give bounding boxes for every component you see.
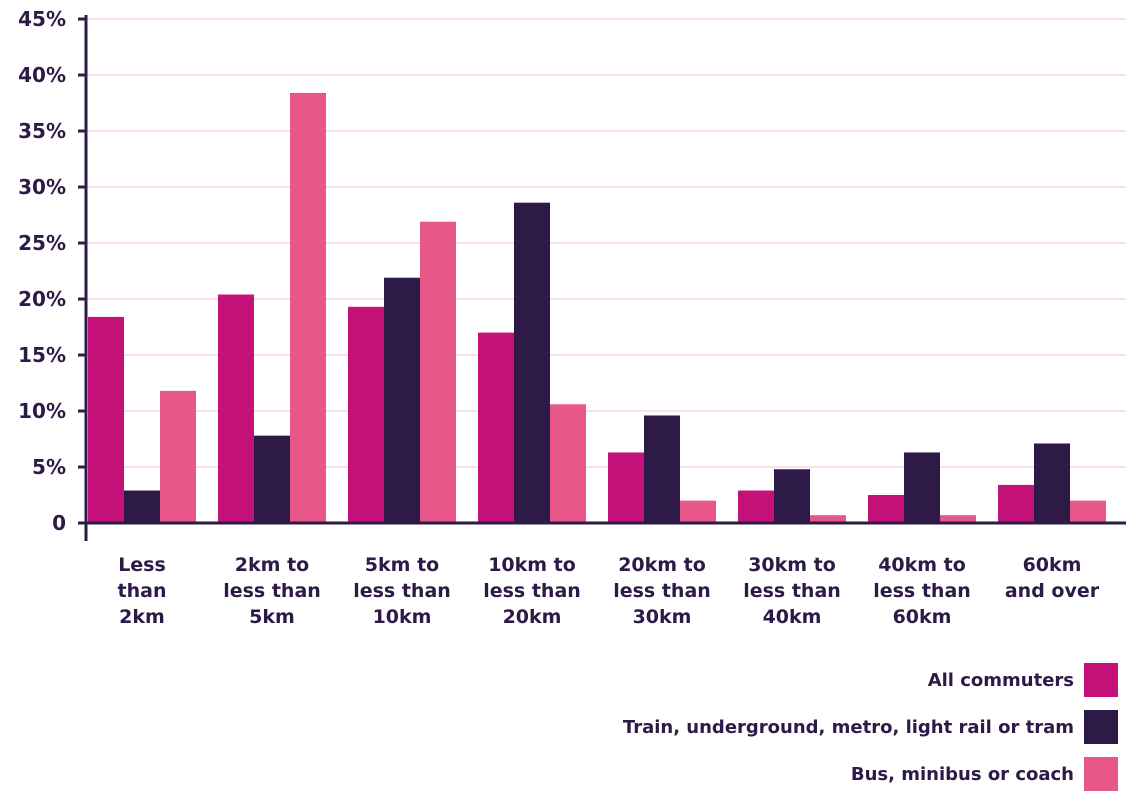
category-label: 30km to less than 40km <box>743 554 841 628</box>
legend-label: Train, underground, metro, light rail or… <box>623 717 1074 738</box>
axes <box>78 15 1126 541</box>
y-tick-labels: 0 5% 10% 15% 20% 25% 30% 35% 40% 45% <box>18 7 66 535</box>
legend-swatch <box>1084 757 1118 791</box>
bar <box>514 202 550 523</box>
y-tick-label: 45% <box>18 7 66 31</box>
y-tick-label: 20% <box>18 287 66 311</box>
category-label-line: 30km to <box>748 554 836 576</box>
category-label-line: 10km to <box>488 554 576 576</box>
bar <box>218 294 254 523</box>
bar <box>160 390 196 523</box>
category-label: 40km to less than 60km <box>873 554 971 628</box>
category-label-line: 20km to <box>618 554 706 576</box>
bar <box>478 332 514 523</box>
category-label: 5km to less than 10km <box>353 554 451 628</box>
y-tick-label: 5% <box>32 455 66 479</box>
category-label-line: less than <box>223 580 321 602</box>
category-label-line: less than <box>613 580 711 602</box>
bar <box>810 515 846 523</box>
bar <box>644 415 680 523</box>
category-label-line: 10km <box>373 606 432 628</box>
y-tick-label: 25% <box>18 231 66 255</box>
bar <box>680 500 716 523</box>
bar <box>88 316 124 523</box>
bar <box>550 404 586 523</box>
legend-swatch <box>1084 710 1118 744</box>
category-label-line: 60km <box>893 606 952 628</box>
bar <box>290 92 326 524</box>
category-label-line: less than <box>483 580 581 602</box>
bar <box>904 452 940 523</box>
bars <box>88 92 1106 524</box>
category-label-line: 2km to <box>235 554 309 576</box>
category-label-line: 60km <box>1023 554 1082 576</box>
category-label-line: than <box>118 580 167 602</box>
bar <box>420 221 456 523</box>
y-tick-label: 40% <box>18 63 66 87</box>
bar <box>1070 500 1106 523</box>
bar <box>384 277 420 523</box>
category-label: 20km to less than 30km <box>613 554 711 628</box>
bar <box>868 495 904 523</box>
y-tick-label: 30% <box>18 175 66 199</box>
bar <box>124 490 160 523</box>
category-label-line: 40km to <box>878 554 966 576</box>
category-label-line: 2km <box>119 606 165 628</box>
category-label-line: less than <box>743 580 841 602</box>
category-label-line: less than <box>873 580 971 602</box>
y-tick-label: 0 <box>52 511 66 535</box>
category-label: 10km to less than 20km <box>483 554 581 628</box>
category-label-line: 30km <box>633 606 692 628</box>
legend-label: Bus, minibus or coach <box>851 764 1074 785</box>
category-labels: Less than 2km 2km to less than 5km 5km to less … <box>118 554 1100 628</box>
category-label: 2km to less than 5km <box>223 554 321 628</box>
bar <box>348 306 384 523</box>
category-label-line: 20km <box>503 606 562 628</box>
y-tick-label: 15% <box>18 343 66 367</box>
legend-swatch <box>1084 663 1118 697</box>
category-label-line: Less <box>118 554 166 576</box>
category-label-line: 40km <box>763 606 822 628</box>
category-label-line: 5km to <box>365 554 439 576</box>
category-label-line: less than <box>353 580 451 602</box>
bar <box>940 515 976 523</box>
bar <box>1034 443 1070 523</box>
bar <box>774 469 810 523</box>
y-tick-label: 35% <box>18 119 66 143</box>
bar <box>254 435 290 523</box>
bar <box>738 490 774 523</box>
bar <box>608 452 644 523</box>
category-label-line: 5km <box>249 606 295 628</box>
category-label-line: and over <box>1005 580 1100 602</box>
category-label: 60km and over <box>1005 554 1100 602</box>
bar <box>998 484 1034 523</box>
gridlines <box>86 18 1126 468</box>
legend: All commuters Train, underground, metro, … <box>623 663 1118 791</box>
legend-label: All commuters <box>928 670 1074 691</box>
category-label: Less than 2km <box>118 554 167 628</box>
y-tick-label: 10% <box>18 399 66 423</box>
